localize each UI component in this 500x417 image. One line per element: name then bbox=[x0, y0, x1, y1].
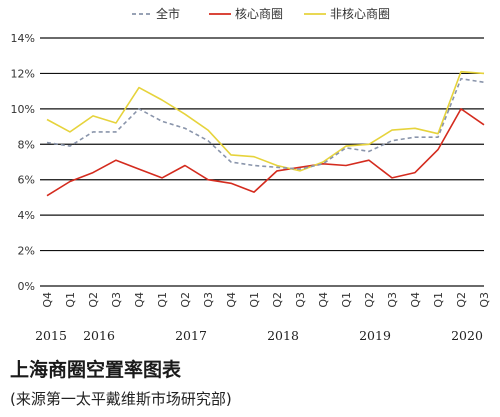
y-tick-label: 8% bbox=[18, 138, 35, 151]
series-line-2 bbox=[46, 70, 485, 172]
year-label: 2020 bbox=[451, 328, 483, 343]
y-tick-label: 14% bbox=[11, 32, 35, 45]
year-label: 2016 bbox=[83, 328, 115, 343]
y-tick-label: 12% bbox=[11, 67, 35, 80]
x-tick-label: Q3 bbox=[294, 292, 307, 308]
series-lines bbox=[46, 70, 485, 197]
y-tick-label: 6% bbox=[18, 174, 35, 187]
x-tick-label: Q1 bbox=[156, 292, 169, 308]
x-tick-label: Q3 bbox=[478, 292, 491, 308]
chart-subtitle: (来源第一太平戴维斯市场研究部) bbox=[10, 390, 232, 408]
x-tick-label: Q4 bbox=[317, 292, 330, 308]
year-label: 2017 bbox=[175, 328, 207, 343]
vacancy-rate-chart: 全市 核心商圈 非核心商圈 0% 2% 4% 6% 8% 10% 12% 14% Q4 Q1 Q2 Q3… bbox=[11, 6, 491, 343]
x-tick-label: Q1 bbox=[64, 292, 77, 308]
y-tick-label: 10% bbox=[11, 103, 35, 116]
chart-title: 上海商圈空置率图表 bbox=[10, 359, 182, 381]
series-line-0 bbox=[46, 77, 485, 170]
x-tick-label: Q3 bbox=[202, 292, 215, 308]
grid-lines bbox=[40, 37, 484, 287]
legend: 全市 核心商圈 非核心商圈 bbox=[132, 6, 390, 21]
x-tick-label: Q1 bbox=[432, 292, 445, 308]
legend-label: 核心商圈 bbox=[235, 6, 283, 21]
legend-label: 非核心商圈 bbox=[330, 6, 390, 21]
x-tick-label: Q2 bbox=[179, 292, 192, 308]
series-line-1 bbox=[46, 108, 485, 197]
x-tick-label: Q4 bbox=[133, 292, 146, 308]
x-tick-label: Q4 bbox=[409, 292, 422, 308]
y-tick-label: 4% bbox=[18, 209, 35, 222]
x-tick-label: Q4 bbox=[225, 292, 238, 308]
x-tick-label: Q1 bbox=[340, 292, 353, 308]
y-tick-label: 0% bbox=[18, 280, 35, 293]
x-tick-label: Q2 bbox=[363, 292, 376, 308]
x-tick-label: Q1 bbox=[248, 292, 261, 308]
y-axis: 0% 2% 4% 6% 8% 10% 12% 14% bbox=[11, 32, 35, 293]
y-tick-label: 2% bbox=[18, 245, 35, 258]
year-label: 2015 bbox=[35, 328, 67, 343]
x-tick-label: Q3 bbox=[110, 292, 123, 308]
year-label: 2018 bbox=[267, 328, 299, 343]
x-tick-label: Q2 bbox=[87, 292, 100, 308]
x-tick-label: Q3 bbox=[386, 292, 399, 308]
x-tick-label: Q4 bbox=[41, 292, 54, 308]
x-axis: Q4 Q1 Q2 Q3 Q4 Q1 Q2 Q3 Q4 Q1 Q2 Q3 Q4 Q1 Q2 Q3 Q4 Q1 Q2 Q3… bbox=[35, 292, 491, 343]
legend-label: 全市 bbox=[156, 6, 180, 21]
year-label: 2019 bbox=[359, 328, 391, 343]
x-tick-label: Q2 bbox=[455, 292, 468, 308]
x-tick-label: Q2 bbox=[271, 292, 284, 308]
